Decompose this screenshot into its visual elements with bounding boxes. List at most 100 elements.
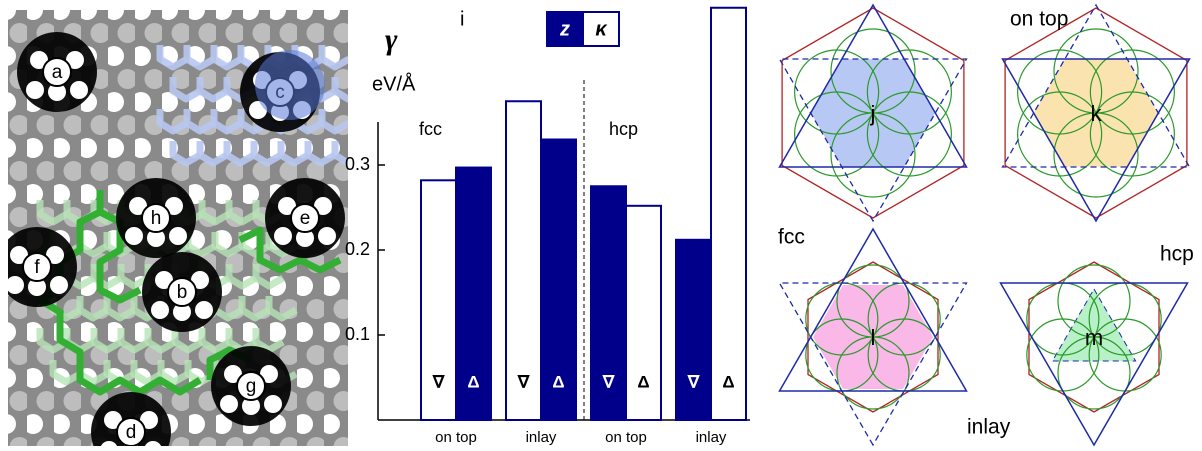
legend-swatch bbox=[582, 11, 620, 47]
site-label: k bbox=[1091, 101, 1103, 126]
bond-path bbox=[211, 232, 244, 258]
bar bbox=[505, 100, 542, 421]
bond-path bbox=[223, 141, 256, 167]
atom bbox=[220, 395, 238, 413]
triangle-solid bbox=[999, 282, 1189, 447]
site-badge bbox=[141, 203, 171, 233]
bond-path bbox=[277, 141, 310, 167]
bond-path bbox=[117, 328, 150, 354]
atom bbox=[314, 197, 332, 215]
hexagon bbox=[807, 261, 939, 413]
bond-path bbox=[49, 360, 82, 386]
atom bbox=[224, 365, 242, 383]
atom bbox=[169, 227, 187, 245]
triangle-dashed bbox=[778, 58, 968, 223]
bond-path bbox=[183, 109, 216, 135]
group-label: fcc bbox=[419, 119, 442, 139]
atom bbox=[147, 229, 165, 247]
x-tick-label: on top bbox=[605, 429, 647, 446]
site-badge bbox=[236, 371, 266, 401]
bar-marker: Δ bbox=[637, 372, 649, 391]
bond-path bbox=[225, 200, 258, 226]
bar-marker: ∇ bbox=[602, 372, 615, 391]
triangle-solid bbox=[1001, 58, 1191, 223]
bar-marker: Δ bbox=[467, 372, 479, 391]
site-diagrams: j k l m on top fcc hcp inlay bbox=[778, 3, 1194, 447]
bar-marker: Δ bbox=[722, 372, 734, 391]
atom bbox=[165, 197, 183, 215]
atom bbox=[100, 441, 118, 446]
bond-path bbox=[304, 141, 337, 167]
site-label: b bbox=[177, 282, 188, 303]
site-badge bbox=[290, 203, 320, 233]
site-badge bbox=[116, 417, 146, 446]
atom bbox=[278, 197, 296, 215]
bond-path bbox=[238, 226, 342, 274]
atom bbox=[155, 271, 173, 289]
bond-path bbox=[117, 264, 150, 290]
bond-path bbox=[156, 109, 189, 135]
y-symbol: γ bbox=[385, 23, 398, 56]
bar-marker: ∇ bbox=[517, 372, 530, 391]
bond-path bbox=[130, 360, 163, 386]
atom bbox=[173, 303, 191, 321]
atom-panel: abcdefgh bbox=[8, 10, 348, 446]
atom bbox=[151, 301, 169, 319]
bond-path bbox=[171, 328, 204, 354]
atom bbox=[191, 271, 209, 289]
diagram-annotation: inlay bbox=[967, 416, 1011, 439]
atom bbox=[129, 197, 147, 215]
bond-path bbox=[252, 264, 285, 290]
x-tick-label: inlay bbox=[526, 429, 557, 446]
hexagon bbox=[1028, 261, 1160, 413]
hexagon bbox=[1004, 7, 1188, 219]
atom bbox=[26, 81, 44, 99]
triangle-dashed bbox=[1001, 3, 1191, 168]
bond-path bbox=[198, 328, 231, 354]
atom bbox=[28, 278, 46, 296]
bond-path bbox=[196, 141, 229, 167]
bar-marker: ∇ bbox=[687, 372, 700, 391]
bond-path bbox=[318, 45, 348, 71]
site-label: a bbox=[52, 62, 63, 83]
triangle-solid bbox=[778, 3, 968, 168]
bond-path bbox=[331, 141, 348, 167]
bond-path bbox=[90, 328, 123, 354]
bond-path bbox=[36, 328, 69, 354]
atom bbox=[50, 276, 68, 294]
bond-path bbox=[250, 141, 283, 167]
orbital-arc bbox=[1089, 49, 1175, 135]
highlight bbox=[255, 50, 325, 120]
bond-path bbox=[265, 296, 298, 322]
bond-path bbox=[210, 109, 243, 135]
atom bbox=[30, 51, 48, 69]
bond-path bbox=[103, 360, 136, 386]
site-badge bbox=[167, 277, 197, 307]
diagram-annotation: fcc bbox=[778, 226, 805, 249]
bond-path bbox=[225, 328, 258, 354]
bond-path bbox=[156, 45, 189, 71]
triangle-solid bbox=[778, 227, 968, 392]
triangle-dashed bbox=[778, 282, 968, 447]
bond-path bbox=[169, 77, 202, 103]
bond-path bbox=[238, 296, 271, 322]
diagram-annotation: hcp bbox=[1160, 243, 1194, 266]
bar-marker: Δ bbox=[552, 372, 564, 391]
diagram-annotation: on top bbox=[1010, 8, 1068, 31]
bond-path bbox=[225, 264, 258, 290]
y-unit: eV/Å bbox=[372, 72, 416, 95]
atom bbox=[8, 276, 24, 294]
bond-path bbox=[76, 296, 109, 322]
atom bbox=[48, 83, 66, 101]
bond-path bbox=[103, 296, 136, 322]
y-tick-label: 0.3 bbox=[345, 154, 370, 174]
y-tick-label: 0.1 bbox=[345, 324, 370, 344]
legend-swatch bbox=[546, 11, 584, 47]
legend-label: κ bbox=[595, 18, 608, 40]
bar bbox=[710, 6, 747, 421]
atom bbox=[125, 227, 143, 245]
atom bbox=[195, 301, 213, 319]
atom bbox=[66, 51, 84, 69]
atom bbox=[260, 365, 278, 383]
